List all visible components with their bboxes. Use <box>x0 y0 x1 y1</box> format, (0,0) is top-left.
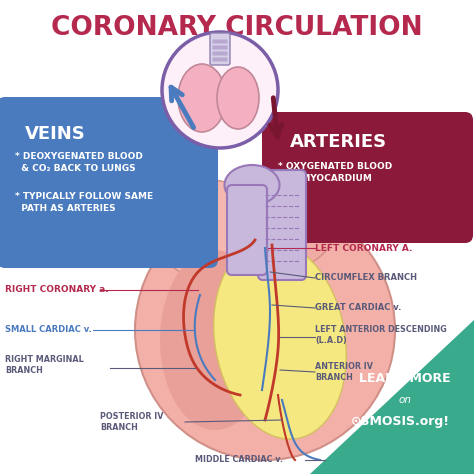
FancyBboxPatch shape <box>210 33 230 65</box>
FancyBboxPatch shape <box>262 112 473 243</box>
Ellipse shape <box>225 165 280 205</box>
FancyBboxPatch shape <box>258 170 306 280</box>
Ellipse shape <box>178 64 226 132</box>
Text: CORONARY CIRCULATION: CORONARY CIRCULATION <box>51 15 423 41</box>
Text: * DEOXYGENATED BLOOD
  & CO₂ BACK TO LUNGS: * DEOXYGENATED BLOOD & CO₂ BACK TO LUNGS <box>15 152 143 173</box>
Circle shape <box>162 32 278 148</box>
FancyBboxPatch shape <box>274 266 310 394</box>
Ellipse shape <box>135 200 395 460</box>
Ellipse shape <box>155 180 265 280</box>
Ellipse shape <box>217 67 259 129</box>
FancyBboxPatch shape <box>0 97 218 268</box>
Ellipse shape <box>214 241 346 439</box>
Text: GREAT CARDIAC v.: GREAT CARDIAC v. <box>315 303 401 312</box>
Polygon shape <box>310 320 474 474</box>
Text: POSTERIOR IV
BRANCH: POSTERIOR IV BRANCH <box>100 412 164 432</box>
Text: on: on <box>399 395 411 405</box>
Text: LEARN MORE: LEARN MORE <box>359 372 451 384</box>
Text: * TYPICALLY FOLLOW SAME
  PATH AS ARTERIES: * TYPICALLY FOLLOW SAME PATH AS ARTERIES <box>15 192 153 213</box>
Ellipse shape <box>245 182 335 267</box>
Text: VEINS: VEINS <box>25 125 86 143</box>
Text: RIGHT MARGINAL
BRANCH: RIGHT MARGINAL BRANCH <box>5 355 84 375</box>
Text: ARTERIES: ARTERIES <box>290 133 387 151</box>
Ellipse shape <box>160 250 270 430</box>
Text: MIDDLE CARDIAC v.: MIDDLE CARDIAC v. <box>195 456 283 465</box>
Text: ⊙SMOSIS.org!: ⊙SMOSIS.org! <box>350 416 449 428</box>
Text: LEFT ANTERIOR DESCENDING
(L.A.D): LEFT ANTERIOR DESCENDING (L.A.D) <box>315 325 447 345</box>
FancyBboxPatch shape <box>212 39 228 44</box>
FancyBboxPatch shape <box>212 52 228 55</box>
Text: RIGHT CORONARY a.: RIGHT CORONARY a. <box>5 285 109 294</box>
FancyBboxPatch shape <box>212 57 228 62</box>
Text: SMALL CARDIAC v.: SMALL CARDIAC v. <box>5 326 92 335</box>
Text: CIRCUMFLEX BRANCH: CIRCUMFLEX BRANCH <box>315 273 417 283</box>
FancyBboxPatch shape <box>212 46 228 49</box>
Text: LEFT CORONARY A.: LEFT CORONARY A. <box>315 244 412 253</box>
FancyBboxPatch shape <box>227 185 267 275</box>
Text: ANTERIOR IV
BRANCH: ANTERIOR IV BRANCH <box>315 362 373 382</box>
Text: * OXYGENATED BLOOD
  TO MYOCARDIUM: * OXYGENATED BLOOD TO MYOCARDIUM <box>278 162 392 183</box>
